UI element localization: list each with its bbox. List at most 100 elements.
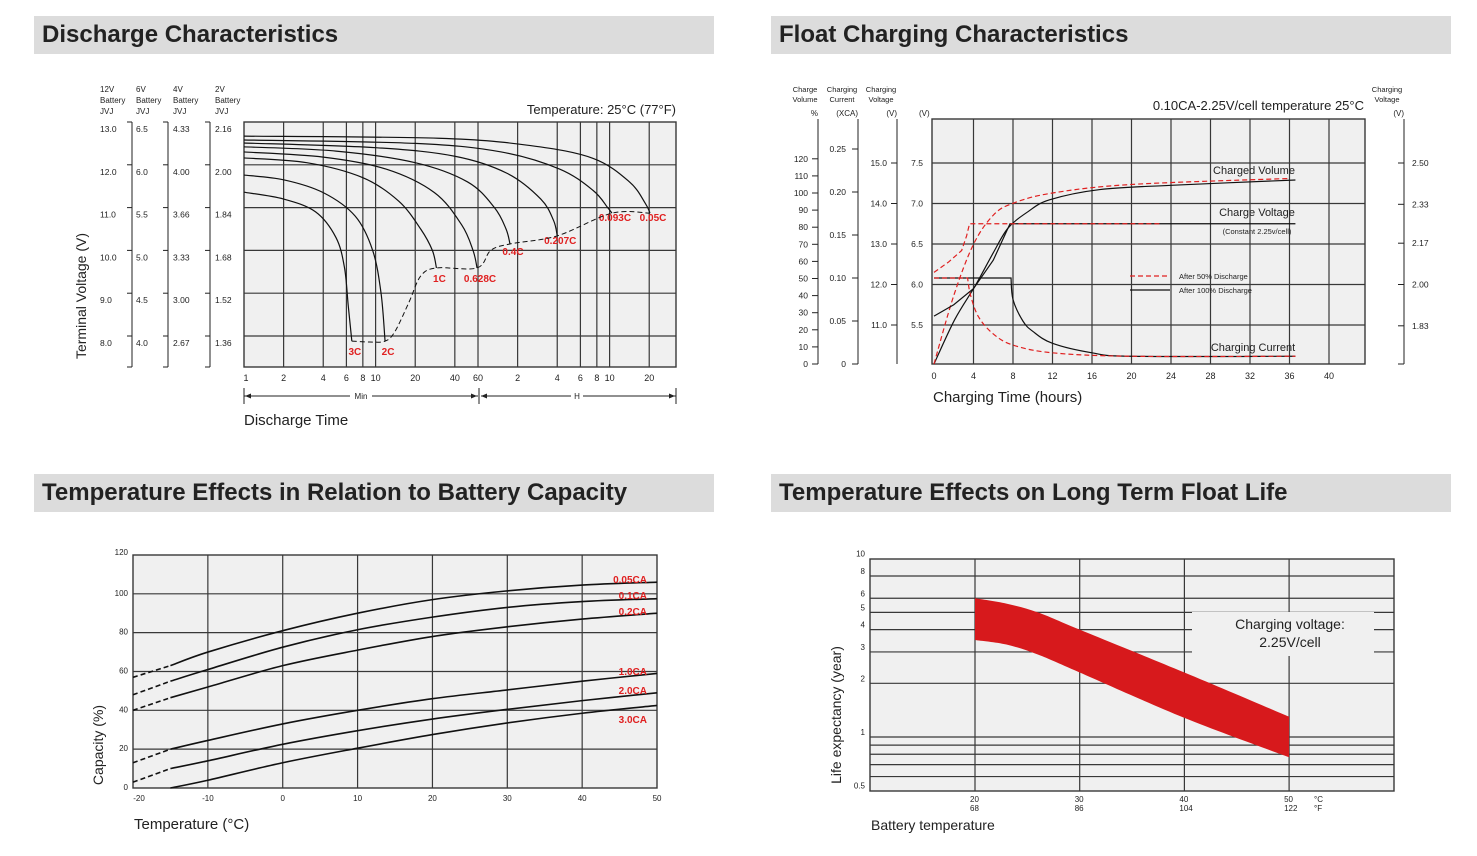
capacity-x-tick-label: 40 (578, 794, 587, 803)
discharge-curve-0.4C (243, 146, 511, 245)
discharge-x-tick-label: 4 (555, 373, 560, 383)
discharge-curve-0.628C (243, 151, 478, 269)
charge-voltage-note: (Constant 2.25v/cell) (1223, 227, 1292, 236)
charging-voltage-12v-tick-label: 15.0 (870, 158, 887, 168)
discharge-x-tick-label: 6 (344, 373, 349, 383)
life-y-tick-label: 2 (861, 674, 866, 683)
charge-volume-tick-label: 100 (794, 188, 808, 198)
final-voltage-dashed-line (351, 211, 651, 343)
float-x-tick-label: 40 (1324, 371, 1334, 381)
voltage-scale-tick-label: 4.33 (173, 124, 190, 134)
charging-voltage-value: 2.25V/cell (1259, 634, 1320, 650)
voltage-6v-tick-label: 5.5 (911, 320, 923, 330)
discharge-x-tick-label: 20 (644, 373, 654, 383)
capacity-curve-label: 0.1CA (619, 591, 647, 602)
charging-voltage-2v-header: Charging (1372, 85, 1402, 94)
discharge-curve-3C (243, 191, 353, 342)
temperature-annotation: Temperature: 25°C (77°F) (527, 102, 676, 117)
discharge-x-tick-label: 10 (605, 373, 615, 383)
voltage-scale-tick-label: 8.0 (100, 338, 112, 348)
life-x-tick-fahrenheit: 122 (1284, 804, 1298, 813)
voltage-scale-header: Battery (173, 96, 198, 105)
charging-voltage-12v-header: Charging (866, 85, 896, 94)
charge-volume-tick-label: 80 (799, 222, 809, 232)
charge-volume-tick-label: 20 (799, 325, 809, 335)
voltage-scale-tick-label: 4.5 (136, 295, 148, 305)
voltage-scale-tick-label: 3.66 (173, 210, 190, 220)
voltage-scale-header: JVJ (136, 107, 149, 116)
capacity-curve-1.0CA (170, 672, 658, 750)
charging-voltage-2v-header: Voltage (1374, 95, 1399, 104)
life-y-tick-label: 5 (861, 603, 866, 612)
voltage-scale-tick-label: 3.33 (173, 252, 190, 262)
capacity-x-tick-label: -20 (133, 794, 145, 803)
life-x-tick-celsius: 50 (1284, 795, 1293, 804)
charging-voltage-2v-unit: (V) (1393, 109, 1404, 118)
voltage-scale-tick-label: 4.00 (173, 167, 190, 177)
legend-label: After 100% Discharge (1179, 286, 1252, 295)
float-plot-area (931, 118, 1366, 365)
voltage-scale-tick-label: 2.00 (215, 167, 232, 177)
voltage-6v-tick-label: 7.0 (911, 199, 923, 209)
charging-voltage-2v-tick-label: 2.50 (1412, 158, 1429, 168)
discharge-curve-0.207C (243, 142, 558, 236)
discharge-x-tick-label: 60 (473, 373, 483, 383)
life-x-tick-celsius: 20 (970, 795, 979, 804)
capacity-curve-dashed-2.0CA (132, 767, 171, 783)
h-label-bg (571, 390, 583, 402)
capacity-curve-dashed-0.2CA (132, 696, 171, 712)
float-curve-current-50pct (934, 277, 1296, 358)
life-y-tick-label: 8 (861, 567, 866, 576)
charging-current-tick-label: 0.25 (829, 144, 846, 154)
float-x-tick-label: 8 (1010, 371, 1015, 381)
capacity-curve-label: 2.0CA (619, 686, 647, 697)
charge-volume-tick-label: 40 (799, 291, 809, 301)
float-x-tick-label: 4 (971, 371, 976, 381)
life-y-tick-label: 3 (861, 643, 866, 652)
life-x-tick-fahrenheit: 68 (970, 804, 979, 813)
voltage-scale-header: Battery (100, 96, 125, 105)
life-x-tick-celsius: 30 (1075, 795, 1084, 804)
voltage-scale-tick-label: 2.67 (173, 338, 190, 348)
discharge-x-tick-label: 2 (515, 373, 520, 383)
discharge-x-tick-label: 10 (371, 373, 381, 383)
charging-voltage-annotation: Charging voltage: (1235, 616, 1345, 632)
capacity-y-tick-label: 60 (119, 666, 128, 675)
voltage-6v-tick-label: 6.0 (911, 280, 923, 290)
charging-current-header: Current (829, 95, 855, 104)
discharge-curve-2C (243, 174, 386, 342)
capacity-curve-2.0CA (170, 692, 658, 770)
discharge-curve-label: 0.05C (640, 213, 667, 224)
charging-current-tick-label: 0.10 (829, 273, 846, 283)
discharge-x-tick-label: 8 (360, 373, 365, 383)
voltage-scale-header: 6V (136, 85, 146, 94)
float-x-tick-label: 32 (1245, 371, 1255, 381)
capacity-y-tick-label: 40 (119, 705, 128, 714)
discharge-x-tick-label: 8 (594, 373, 599, 383)
charging-voltage-12v-tick-label: 11.0 (871, 320, 887, 330)
capacity-curve-dashed-0.1CA (132, 680, 171, 696)
capacity-curve-dashed-0.05CA (132, 664, 171, 679)
capacity-y-tick-label: 80 (119, 628, 128, 637)
float-life-section-header: Temperature Effects on Long Term Float L… (771, 474, 1451, 512)
charge-volume-tick-label: 90 (799, 205, 809, 215)
life-x-tick-fahrenheit: 104 (1179, 804, 1193, 813)
float-x-tick-label: 20 (1126, 371, 1136, 381)
charging-current-header: Charging (827, 85, 857, 94)
voltage-scale-header: JVJ (173, 107, 186, 116)
discharge-x-axis-title: Discharge Time (244, 412, 348, 429)
life-y-axis-title: Life expectancy (year) (828, 646, 844, 784)
annotation-box (1192, 612, 1374, 656)
float-x-tick-label: 28 (1205, 371, 1215, 381)
capacity-y-tick-label: 0 (124, 783, 129, 792)
float-x-tick-label: 12 (1047, 371, 1057, 381)
capacity-curve-0.05CA (170, 581, 658, 667)
charging-voltage-12v-tick-label: 14.0 (870, 199, 887, 209)
charging-voltage-2v-tick-label: 1.83 (1412, 321, 1429, 331)
capacity-curve-label: 1.0CA (619, 667, 647, 678)
capacity-curve-0.1CA (170, 597, 658, 682)
voltage-scale-tick-label: 5.5 (136, 210, 148, 220)
voltage-scale-header: 2V (215, 85, 225, 94)
charging-current-tick-label: 0.20 (829, 187, 846, 197)
